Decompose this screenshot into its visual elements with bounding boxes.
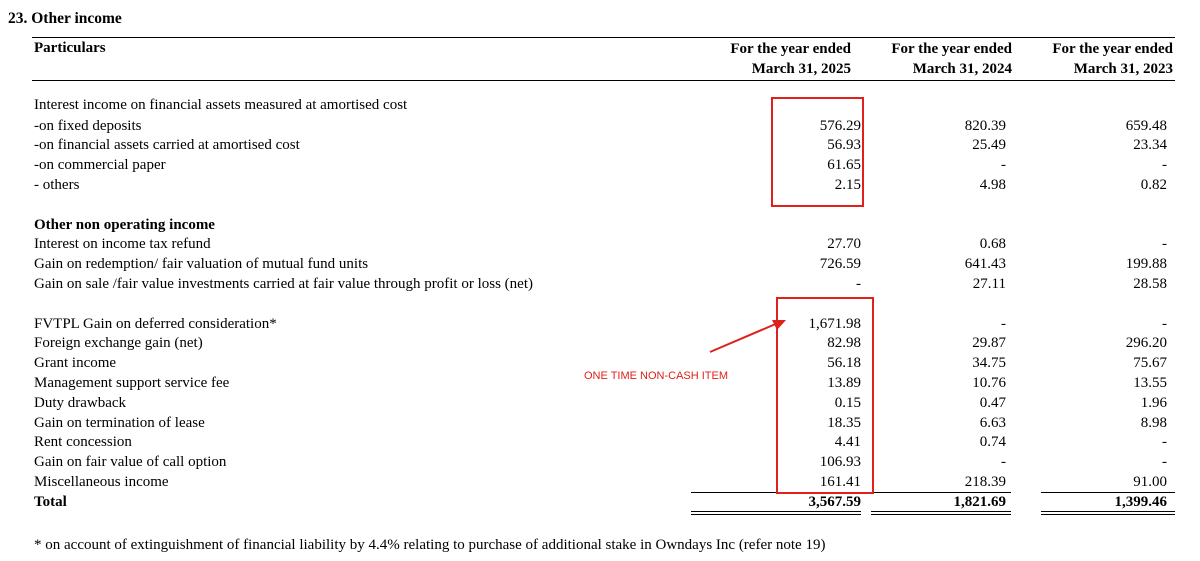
total-value-2023: 1,399.46 <box>1114 494 1168 510</box>
value-2024: 34.75 <box>972 355 1006 371</box>
row-label: Gain on termination of lease <box>34 415 205 431</box>
value-2024: 4.98 <box>979 177 1006 193</box>
note-title: 23. Other income <box>8 10 122 27</box>
value-2023: 75.67 <box>1133 355 1167 371</box>
value-2024: 0.47 <box>979 395 1006 411</box>
header-bottom-rule <box>32 80 1175 81</box>
value-2023: 0.82 <box>1140 177 1167 193</box>
row-label: - others <box>34 177 80 193</box>
value-2025: 82.98 <box>827 335 861 351</box>
col-header-2023-line2: March 31, 2023 <box>1073 61 1173 77</box>
row-label: Interest income on financial assets meas… <box>34 97 408 113</box>
total-value-2024: 1,821.69 <box>953 494 1007 510</box>
value-2024: 0.74 <box>979 434 1006 450</box>
col-header-2025-line2: March 31, 2025 <box>751 61 851 77</box>
value-2025: 161.41 <box>819 474 861 490</box>
col-header-2024-line1: For the year ended <box>891 41 1012 57</box>
highlight-box-interest <box>771 97 864 207</box>
total-double-rule-2024-a <box>871 511 1011 512</box>
value-2025: 13.89 <box>827 375 861 391</box>
row-label: Other non operating income <box>34 217 215 233</box>
row-label: Interest on income tax refund <box>34 236 211 252</box>
value-2024: 27.11 <box>972 276 1006 292</box>
annotation-arrow-line <box>709 322 779 353</box>
value-2023: - <box>1162 316 1167 332</box>
row-label: FVTPL Gain on deferred consideration* <box>34 316 277 332</box>
row-label: Duty drawback <box>34 395 127 411</box>
row-label: Gain on sale /fair value investments car… <box>34 276 533 292</box>
value-2025: - <box>856 276 861 292</box>
total-double-rule-2025-b <box>691 514 861 515</box>
value-2025: 4.41 <box>834 434 861 450</box>
value-2024: 6.63 <box>979 415 1006 431</box>
value-2024: 218.39 <box>964 474 1006 490</box>
value-2024: 820.39 <box>964 118 1006 134</box>
value-2023: - <box>1162 236 1167 252</box>
value-2025: 27.70 <box>827 236 861 252</box>
value-2024: 29.87 <box>972 335 1006 351</box>
value-2023: 23.34 <box>1133 137 1167 153</box>
value-2025: 2.15 <box>834 177 861 193</box>
value-2025: 1,671.98 <box>808 316 862 332</box>
value-2023: - <box>1162 454 1167 470</box>
particulars-header: Particulars <box>34 40 106 56</box>
value-2023: 1.96 <box>1140 395 1167 411</box>
total-rule-2023 <box>1041 492 1175 493</box>
value-2025: 576.29 <box>819 118 861 134</box>
col-header-2024-line2: March 31, 2024 <box>912 61 1012 77</box>
value-2023: - <box>1162 157 1167 173</box>
row-label: Management support service fee <box>34 375 230 391</box>
total-double-rule-2024-b <box>871 514 1011 515</box>
value-2024: - <box>1001 157 1006 173</box>
footnote: * on account of extinguishment of financ… <box>34 537 826 553</box>
col-header-2023-line1: For the year ended <box>1052 41 1173 57</box>
col-header-2025-line1: For the year ended <box>730 41 851 57</box>
total-rule-2024 <box>871 492 1011 493</box>
value-2023: 659.48 <box>1125 118 1167 134</box>
col-header-2024: For the year ended March 31, 2024 <box>891 39 1012 79</box>
value-2023: 13.55 <box>1133 375 1167 391</box>
highlight-box-other-income <box>776 297 874 494</box>
total-double-rule-2023-b <box>1041 514 1175 515</box>
header-top-rule <box>32 37 1175 38</box>
value-2023: 199.88 <box>1125 256 1167 272</box>
value-2023: 296.20 <box>1125 335 1167 351</box>
value-2023: 28.58 <box>1133 276 1167 292</box>
row-label: -on commercial paper <box>34 157 166 173</box>
row-label: Miscellaneous income <box>34 474 169 490</box>
value-2025: 0.15 <box>834 395 861 411</box>
value-2024: 0.68 <box>979 236 1006 252</box>
value-2023: 91.00 <box>1133 474 1167 490</box>
value-2024: - <box>1001 316 1006 332</box>
value-2023: - <box>1162 434 1167 450</box>
col-header-2025: For the year ended March 31, 2025 <box>730 39 851 79</box>
value-2024: 641.43 <box>964 256 1006 272</box>
row-label: Foreign exchange gain (net) <box>34 335 203 351</box>
total-label: Total <box>34 494 67 510</box>
total-double-rule-2023-a <box>1041 511 1175 512</box>
row-label: -on fixed deposits <box>34 118 142 134</box>
col-header-2023: For the year ended March 31, 2023 <box>1052 39 1173 79</box>
total-double-rule-2025-a <box>691 511 861 512</box>
row-label: Grant income <box>34 355 117 371</box>
value-2024: 10.76 <box>972 375 1006 391</box>
value-2025: 18.35 <box>827 415 861 431</box>
value-2025: 61.65 <box>827 157 861 173</box>
row-label: Gain on redemption/ fair valuation of mu… <box>34 256 369 272</box>
row-label: Gain on fair value of call option <box>34 454 227 470</box>
value-2025: 56.93 <box>827 137 861 153</box>
row-label: Rent concession <box>34 434 132 450</box>
total-value-2025: 3,567.59 <box>808 494 862 510</box>
value-2024: 25.49 <box>972 137 1006 153</box>
annotation-arrowhead <box>772 320 786 330</box>
row-label: -on financial assets carried at amortise… <box>34 137 300 153</box>
value-2023: 8.98 <box>1140 415 1167 431</box>
value-2025: 726.59 <box>819 256 861 272</box>
value-2025: 106.93 <box>819 454 861 470</box>
value-2025: 56.18 <box>827 355 861 371</box>
annotation-label: ONE TIME NON-CASH ITEM <box>584 370 729 382</box>
value-2024: - <box>1001 454 1006 470</box>
